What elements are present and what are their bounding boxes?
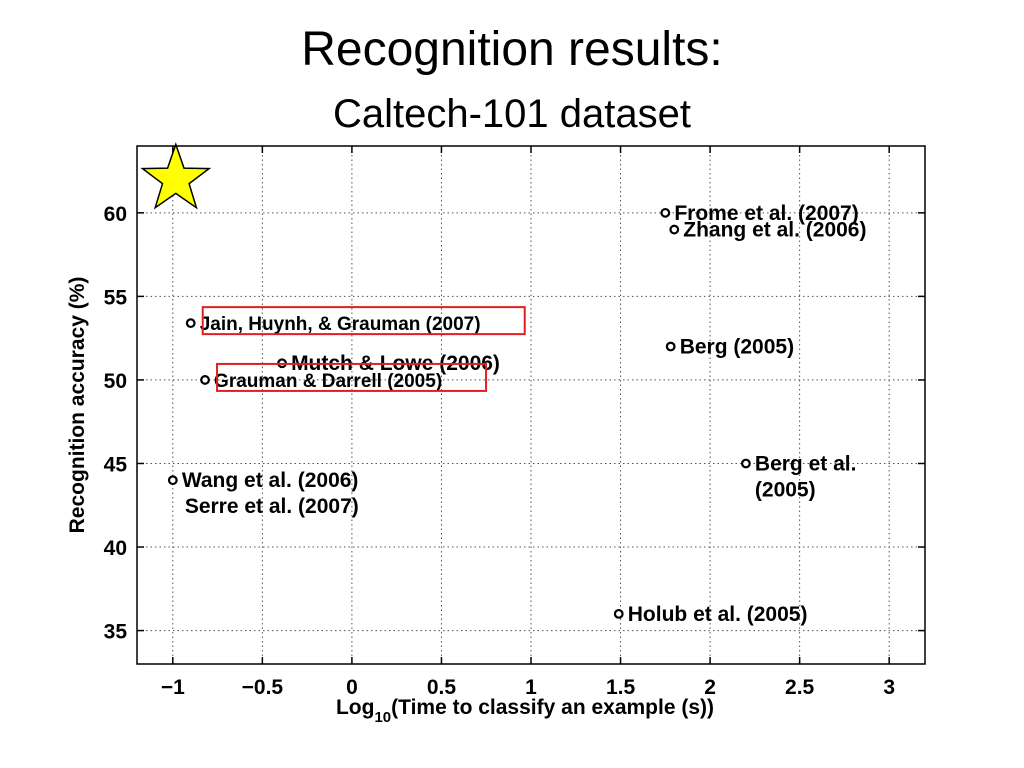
- x-tick-label: 3: [883, 676, 895, 699]
- point-marker: [200, 375, 210, 385]
- x-tick-label: 0.5: [427, 676, 457, 699]
- data-point: Frome et al. (2007): [660, 202, 859, 225]
- data-point: Wang et al. (2006) Serre et al. (2007): [167, 469, 359, 518]
- data-point: Holub et al. (2005): [613, 603, 808, 626]
- x-tick-label: 2: [704, 676, 716, 699]
- data-point: Berg et al. (2005): [741, 452, 857, 501]
- data-point: Zhang et al. (2006): [669, 219, 866, 242]
- star-icon: [140, 142, 212, 210]
- slide-title: Recognition results:: [301, 23, 723, 76]
- data-point: Jain, Huynh, & Grauman (2007): [185, 306, 526, 336]
- point-marker: [167, 475, 178, 486]
- x-tick-label: 1.5: [606, 676, 636, 699]
- point-label: Wang et al. (2006): [182, 469, 359, 492]
- grid-lines: [137, 146, 925, 664]
- point-marker: [669, 224, 680, 235]
- point-marker: [741, 458, 751, 469]
- highlight-box: [201, 306, 526, 336]
- data-point: Berg (2005): [665, 336, 794, 359]
- axis-ticks: −1 −0.5 0 0.5 1 1.5 2 2.5 3 35 40 45 50 55 60: [104, 146, 925, 699]
- point-marker: [613, 608, 624, 619]
- point-label: Berg (2005): [680, 336, 794, 359]
- point-label: Grauman & Darrell (2005): [214, 371, 442, 392]
- point-label: (2005): [755, 478, 816, 501]
- y-tick-label: 35: [104, 621, 128, 644]
- point-label: Jain, Huynh, & Grauman (2007): [200, 314, 481, 335]
- point-marker: [665, 341, 676, 352]
- data-points: Frome et al. (2007)Zhang et al. (2006) Ja…: [167, 202, 866, 626]
- y-tick-label: 60: [104, 203, 127, 226]
- x-axis-label-subscript: 10: [374, 709, 391, 726]
- y-tick-label: 40: [104, 537, 127, 560]
- point-marker: [660, 207, 671, 218]
- y-tick-label: 45: [104, 453, 128, 476]
- data-point: Grauman & Darrell (2005): [200, 362, 488, 392]
- point-label: Zhang et al. (2006): [683, 219, 866, 242]
- point-label: Frome et al. (2007): [674, 202, 858, 225]
- x-tick-label: 2.5: [785, 676, 815, 699]
- x-tick-label: 1: [525, 676, 537, 699]
- slide-subtitle: Caltech-101 dataset: [332, 92, 691, 136]
- x-tick-label: −0.5: [242, 676, 284, 699]
- x-tick-label: −1: [161, 676, 185, 699]
- y-tick-label: 55: [104, 286, 128, 309]
- y-tick-label: 50: [104, 370, 127, 393]
- point-label: Serre et al. (2007): [185, 495, 359, 518]
- point-label: Berg et al.: [755, 452, 857, 475]
- point-label: Holub et al. (2005): [628, 603, 808, 626]
- highlight-box: [216, 362, 488, 392]
- x-tick-label: 0: [346, 676, 358, 699]
- x-axis-label-rest: (Time to classify an example (s)): [391, 696, 714, 719]
- point-marker: [185, 318, 196, 329]
- x-axis-label: Log10(Time to classify an example (s)): [336, 696, 714, 726]
- x-axis-label-main: Log: [336, 696, 374, 719]
- y-axis-label: Recognition accuracy (%): [66, 277, 89, 534]
